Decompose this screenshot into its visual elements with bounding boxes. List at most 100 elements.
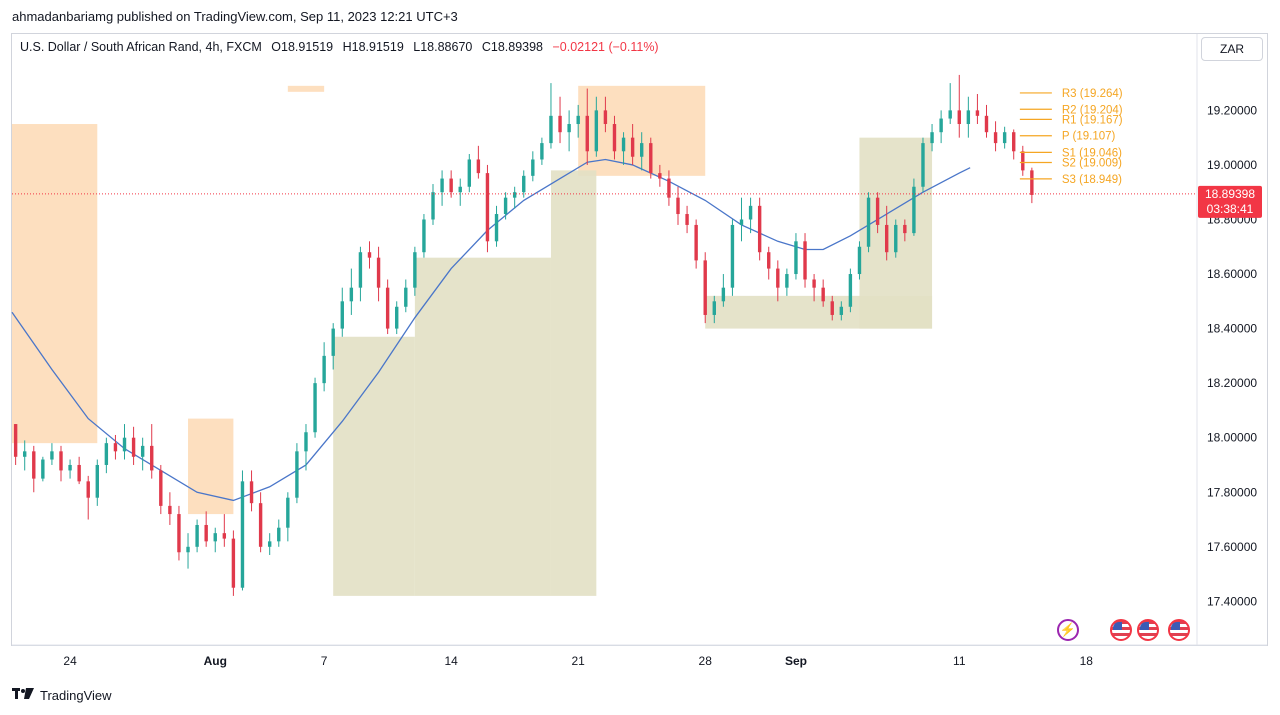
- candle-up: [395, 306, 399, 329]
- candle-up: [1002, 132, 1007, 144]
- x-tick-label: 7: [321, 654, 328, 668]
- zone-green: [550, 170, 597, 596]
- candle-up: [340, 301, 344, 329]
- candle-down: [449, 178, 453, 193]
- candle-down: [767, 252, 771, 269]
- candle-up: [794, 241, 798, 275]
- y-tick-label: 19.00000: [1207, 158, 1257, 172]
- candle-down: [1012, 132, 1016, 152]
- candle-down: [1030, 170, 1034, 195]
- y-tick-label: 17.60000: [1207, 540, 1257, 554]
- candle-down: [231, 538, 236, 588]
- candle-down: [385, 287, 390, 329]
- candle-up: [68, 464, 72, 471]
- candle-down: [249, 481, 254, 504]
- ohlc-open: O18.91519: [271, 40, 334, 54]
- tradingview-logo-icon: [12, 688, 34, 703]
- candle-up: [95, 464, 99, 498]
- us-flag-event-icon[interactable]: [1168, 619, 1190, 641]
- candle-up: [739, 219, 744, 225]
- candle-up: [594, 110, 599, 152]
- candle-up: [467, 159, 472, 187]
- x-tick-label: Sep: [785, 654, 807, 668]
- candle-down: [630, 137, 635, 157]
- moving-average-line: [11, 158, 971, 502]
- ohlc-close: C18.89398: [481, 40, 544, 54]
- candle-down: [884, 224, 889, 253]
- candle-down: [649, 143, 653, 174]
- price-tag-value: 18.89398: [1205, 187, 1255, 201]
- y-tick-label: 19.20000: [1207, 103, 1257, 117]
- candle-up: [23, 451, 27, 457]
- candle-up: [240, 481, 245, 588]
- candle-up: [186, 546, 190, 553]
- pivot-level-label: R2 (19.204): [1062, 104, 1123, 116]
- candle-up: [440, 178, 444, 193]
- candle-up: [712, 301, 716, 315]
- x-tick-label: 14: [444, 654, 458, 668]
- zone-orange: [287, 85, 325, 92]
- candle-up: [503, 197, 508, 215]
- candle-down: [803, 241, 807, 280]
- candle-up: [948, 110, 952, 119]
- symbol-title[interactable]: U.S. Dollar / South African Rand, 4h, FX…: [20, 40, 262, 54]
- zone-orange: [188, 418, 234, 515]
- candle-down: [667, 178, 671, 198]
- candle-up: [313, 383, 317, 433]
- candle-up: [104, 443, 109, 465]
- candle-down: [703, 260, 707, 315]
- candle-down: [812, 279, 816, 288]
- candle-down: [694, 224, 698, 261]
- lightning-event-icon[interactable]: ⚡: [1057, 619, 1079, 641]
- x-tick-label: Aug: [204, 654, 227, 668]
- pivot-level-label: P (19.107): [1062, 131, 1116, 143]
- symbol-legend: U.S. Dollar / South African Rand, 4h, FX…: [20, 40, 659, 54]
- candle-down: [1021, 151, 1025, 171]
- candle-up: [857, 246, 862, 275]
- candle-up: [839, 306, 844, 315]
- candle-up: [721, 287, 726, 302]
- brand-name: TradingView: [40, 688, 112, 703]
- candle-down: [376, 257, 381, 288]
- candle-down: [159, 470, 163, 506]
- candle-down: [875, 197, 880, 225]
- pivot-level-label: S3 (18.949): [1062, 174, 1122, 186]
- candle-down: [975, 110, 980, 116]
- price-change: −0.02121 (−0.11%): [552, 40, 659, 54]
- candle-down: [558, 115, 562, 133]
- candle-down: [676, 197, 680, 215]
- candle-down: [13, 424, 18, 457]
- price-tag-box: [1198, 185, 1262, 218]
- x-tick-label: 11: [953, 654, 966, 668]
- currency-selector[interactable]: ZAR: [1201, 37, 1263, 61]
- candle-down: [658, 173, 662, 179]
- us-flag-event-icon[interactable]: [1137, 619, 1159, 641]
- candle-up: [349, 287, 354, 302]
- candle-up: [322, 355, 326, 384]
- candle-up: [549, 115, 553, 144]
- candle-down: [757, 205, 762, 253]
- candle-up: [522, 175, 526, 193]
- y-tick-label: 17.40000: [1207, 594, 1257, 608]
- us-flag-event-icon[interactable]: [1110, 619, 1132, 641]
- footer-brand[interactable]: TradingView: [12, 688, 112, 703]
- candle-up: [939, 118, 943, 133]
- candle-up: [966, 110, 971, 125]
- pivot-level-label: S2 (19.009): [1062, 157, 1122, 169]
- candle-up: [512, 192, 517, 198]
- candle-down: [367, 252, 372, 258]
- candle-down: [603, 110, 608, 125]
- candle-up: [531, 159, 535, 176]
- candle-up: [277, 527, 281, 542]
- candle-up: [304, 432, 308, 452]
- candle-up: [295, 451, 299, 498]
- candle-up: [404, 287, 408, 307]
- candle-up: [621, 137, 626, 152]
- x-tick-label: 28: [699, 654, 713, 668]
- pivot-level-label: R3 (19.264): [1062, 88, 1123, 100]
- candle-down: [177, 514, 181, 553]
- candle-down: [150, 445, 154, 471]
- candle-up: [267, 541, 272, 547]
- x-tick-label: 24: [63, 654, 77, 668]
